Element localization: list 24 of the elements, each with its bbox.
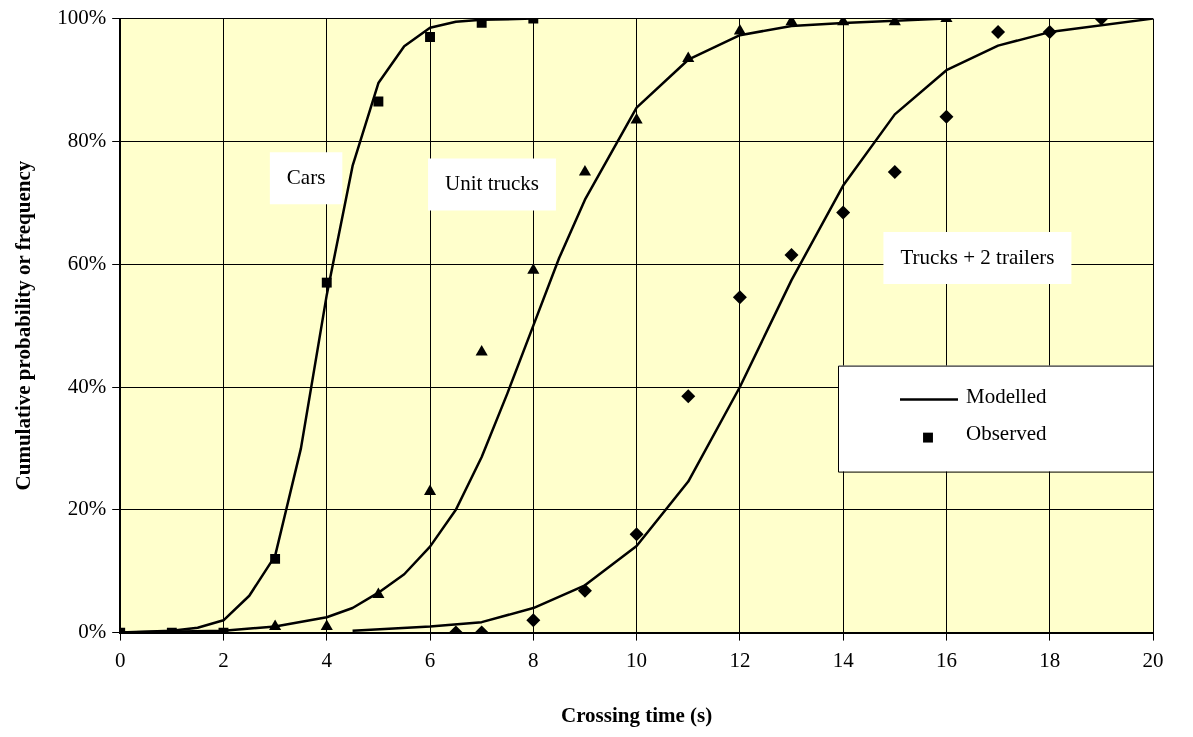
x-axis-title: Crossing time (s): [560, 702, 713, 727]
x-tick-label: 0: [114, 647, 126, 672]
x-tick-label: 12: [729, 647, 751, 672]
x-tick-label: 10: [626, 647, 648, 672]
x-tick-label: 4: [321, 647, 333, 672]
y-tick-label: 0%: [78, 619, 107, 644]
annotation: Cars: [286, 164, 326, 189]
y-tick-label: 40%: [67, 373, 107, 398]
x-tick-label: 8: [528, 647, 539, 672]
x-tick-label: 20: [1142, 647, 1164, 672]
legend-label: Modelled: [966, 384, 1047, 409]
x-tick-label: 18: [1039, 647, 1061, 672]
y-tick-label: 20%: [67, 496, 107, 521]
x-tick-label: 6: [424, 647, 436, 672]
annotation: Trucks + 2 trailers: [900, 244, 1055, 269]
y-tick-label: 60%: [67, 250, 107, 275]
x-tick-label: 16: [935, 647, 957, 672]
legend-label: Observed: [966, 421, 1047, 446]
y-tick-label: 100%: [57, 5, 107, 30]
y-tick-label: 80%: [67, 127, 107, 152]
x-tick-label: 14: [832, 647, 855, 672]
y-axis-title: Cumulative probability or frequency: [11, 160, 36, 491]
x-tick-label: 2: [218, 647, 229, 672]
annotation: Unit trucks: [445, 170, 539, 195]
